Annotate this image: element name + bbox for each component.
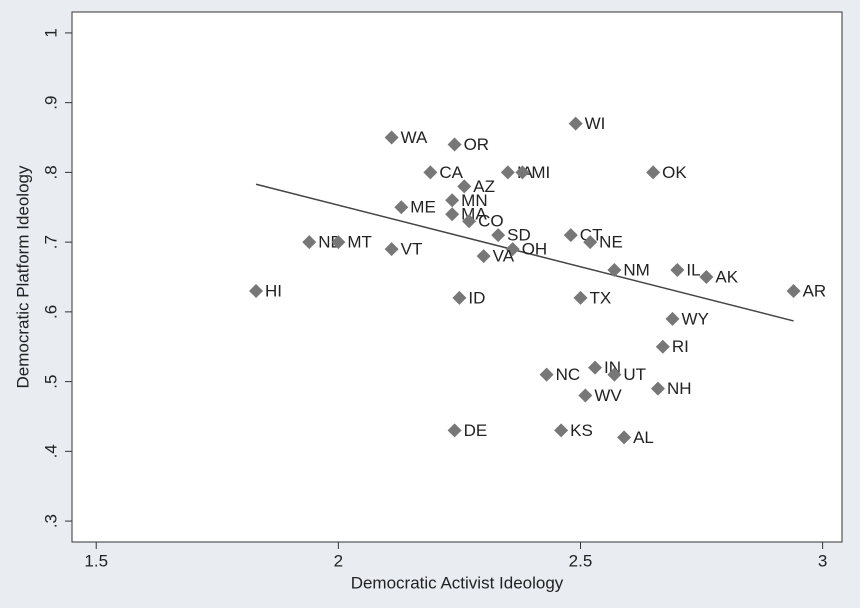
point [462, 214, 477, 229]
point [445, 207, 460, 222]
point-label: ME [410, 198, 436, 217]
point [505, 242, 520, 257]
point [650, 381, 665, 396]
point-label: MT [347, 233, 372, 252]
point-label: VA [493, 247, 515, 266]
point [500, 165, 515, 180]
point [394, 200, 409, 215]
point-label: HI [265, 281, 282, 300]
plot-area [71, 11, 843, 543]
y-tick-label: .6 [41, 305, 60, 319]
point-label: NE [599, 233, 623, 252]
point [447, 423, 462, 438]
point [578, 388, 593, 403]
point-label: KS [570, 421, 593, 440]
point-label: AZ [473, 177, 495, 196]
point [423, 165, 438, 180]
point [568, 116, 583, 131]
point [452, 290, 467, 305]
point [491, 228, 506, 243]
point [384, 242, 399, 257]
point [665, 311, 680, 326]
point-label: WV [594, 386, 622, 405]
point-label: CO [478, 212, 504, 231]
point [588, 360, 603, 375]
point-label: NC [556, 365, 581, 384]
point-label: MN [461, 191, 487, 210]
y-tick-label: .3 [41, 514, 60, 528]
y-tick-label: .7 [41, 235, 60, 249]
point-label: UT [623, 365, 646, 384]
point [786, 283, 801, 298]
point-label: OK [662, 163, 687, 182]
point [539, 367, 554, 382]
point [476, 249, 491, 264]
point-label: OR [464, 135, 490, 154]
point-label: AL [633, 428, 654, 447]
point [617, 430, 632, 445]
point [583, 235, 598, 250]
point-label: AK [715, 267, 738, 286]
point [457, 179, 472, 194]
point [655, 339, 670, 354]
point-label: AR [803, 281, 827, 300]
x-tick-label: 2 [334, 551, 343, 570]
x-tick-label: 1.5 [84, 551, 108, 570]
point [384, 130, 399, 145]
point-label: WY [682, 309, 709, 328]
point-label: WA [401, 128, 428, 147]
point [573, 290, 588, 305]
y-tick-label: .9 [41, 96, 60, 110]
point [699, 270, 714, 284]
point-label: WI [585, 114, 606, 133]
x-axis-title: Democratic Activist Ideology [351, 573, 564, 592]
point [646, 165, 661, 180]
x-tick-label: 3 [818, 551, 827, 570]
point-label: TX [589, 288, 611, 307]
point-label: RI [672, 337, 689, 356]
point-label: IL [686, 261, 700, 280]
y-axis-title: Democratic Platform Ideology [13, 165, 32, 388]
point [563, 228, 578, 243]
point-label: VT [401, 240, 423, 259]
point-label: NM [623, 261, 649, 280]
point-label: NH [667, 379, 692, 398]
point [249, 283, 264, 298]
y-tick-label: .4 [41, 444, 60, 458]
fit-line [255, 183, 794, 322]
point [607, 263, 622, 278]
point-label: ID [468, 288, 485, 307]
point [515, 165, 530, 180]
point-label: CA [439, 163, 463, 182]
point-label: MI [531, 163, 550, 182]
point-label: OH [522, 240, 548, 259]
point-label: DE [464, 421, 488, 440]
point [607, 367, 622, 382]
point [302, 235, 317, 250]
point [447, 137, 462, 152]
point [331, 235, 346, 250]
point [670, 263, 685, 278]
y-tick-label: .8 [41, 165, 60, 179]
y-tick-label: .5 [41, 375, 60, 389]
x-tick-label: 2.5 [569, 551, 593, 570]
point [554, 423, 569, 438]
y-tick-label: 1 [41, 28, 60, 37]
point [445, 193, 460, 208]
point-label: SD [507, 226, 531, 245]
